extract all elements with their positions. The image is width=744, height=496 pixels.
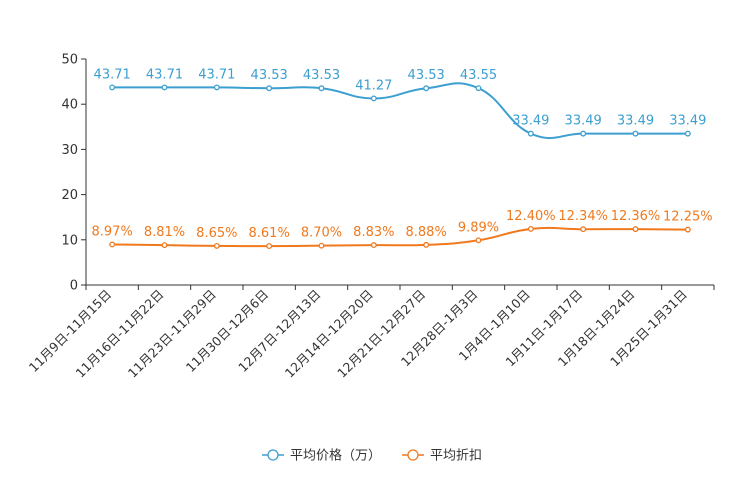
y-tick-label: 20 [61,188,78,203]
data-label: 43.53 [408,68,445,83]
data-point[interactable] [318,85,325,92]
legend-marker-icon [407,449,419,461]
data-point[interactable] [266,85,273,92]
data-point[interactable] [266,243,273,250]
data-label: 43.55 [460,68,497,83]
data-label: 8.88% [406,225,447,240]
data-point[interactable] [213,242,220,249]
data-point[interactable] [423,241,430,248]
data-label: 8.61% [249,226,290,241]
y-tick-label: 40 [61,98,78,113]
data-point[interactable] [109,241,116,248]
data-point[interactable] [370,95,377,102]
data-label: 8.97% [92,224,133,239]
data-label: 8.81% [144,225,185,240]
legend-marker-icon [267,449,279,461]
series-1: 43.71 43.71 43.71 43.53 43.53 41.27 43.53 43.55… [94,67,706,140]
series-group: 43.71 43.71 43.71 43.53 43.53 41.27 43.53 43.55… [92,67,713,250]
data-label: 12.40% [506,209,556,224]
data-label: 12.36% [611,209,661,224]
axes [85,59,714,286]
y-tick-label: 30 [61,143,78,158]
data-point[interactable] [684,226,691,233]
data-point[interactable] [475,237,482,244]
y-axis-ticks: 0 10 20 30 40 50 [61,53,86,294]
legend[interactable]: 平均价格（万） 平均折扣 [262,448,482,464]
data-label: 43.71 [146,67,183,82]
data-label: 8.83% [353,225,394,240]
data-label: 43.53 [251,68,288,83]
data-label: 33.49 [669,114,706,129]
data-label: 33.49 [565,114,602,129]
x-tick-label: 12月21日-12月27日 [334,287,428,381]
legend-label: 平均价格（万） [290,448,381,464]
series-line [112,82,688,140]
data-label: 8.65% [196,226,237,241]
data-point[interactable] [161,242,168,249]
data-point[interactable] [423,85,430,92]
data-point[interactable] [318,242,325,249]
x-axis-ticks: 11月9日-11月15日11月16日-11月22日11月23日-11月29日11… [26,285,715,381]
data-label: 43.71 [198,67,235,82]
data-label: 12.25% [663,210,713,225]
data-label: 12.34% [558,209,608,224]
data-point[interactable] [475,85,482,92]
legend-label: 平均折扣 [430,449,482,464]
series-2: 8.97% 8.81% 8.65% 8.61% 8.70% 8.83% 8.88% 9.89%… [92,209,713,250]
data-point[interactable] [213,84,220,91]
data-point[interactable] [580,130,587,137]
legend-item-2[interactable]: 平均折扣 [402,449,482,464]
data-point[interactable] [527,130,534,137]
data-point[interactable] [684,130,691,137]
data-label: 41.27 [355,78,392,93]
data-point[interactable] [527,226,534,232]
y-tick-label: 50 [61,53,78,68]
y-tick-label: 10 [61,233,78,248]
data-label: 9.89% [458,220,499,235]
x-tick-label: 11月16日-11月22日 [72,287,166,381]
data-label: 43.53 [303,68,340,83]
data-label: 33.49 [617,114,654,129]
data-point[interactable] [161,84,168,91]
data-point[interactable] [370,242,377,249]
data-label: 8.70% [301,226,342,241]
data-label: 33.49 [512,114,549,129]
data-label: 43.71 [94,67,131,82]
data-point[interactable] [109,84,116,91]
series-line [112,226,688,248]
data-point[interactable] [632,130,639,137]
data-point[interactable] [632,226,639,233]
legend-item-1[interactable]: 平均价格（万） [262,448,381,464]
data-point[interactable] [580,226,587,233]
y-tick-label: 0 [70,279,78,294]
x-tick-label: 12月14日-12月20日 [282,287,376,381]
x-tick-label: 11月23日-11月29日 [125,287,219,381]
